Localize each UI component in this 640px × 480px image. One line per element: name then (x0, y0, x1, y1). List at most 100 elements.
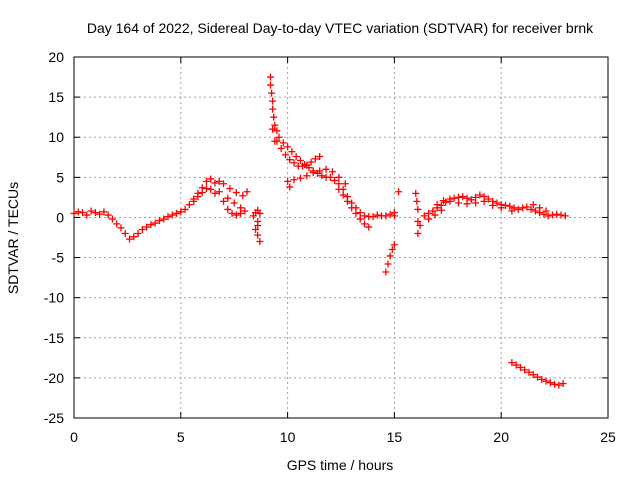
data-point-spike-9h (318, 172, 326, 180)
data-point-evening (561, 212, 569, 220)
data-point-evening (446, 197, 454, 205)
data-point-spike-9h (292, 152, 300, 160)
data-point-evening (440, 197, 448, 205)
y-tick-label: -20 (44, 370, 64, 386)
data-point-spike-9h (352, 209, 360, 217)
y-tick-label: 5 (56, 169, 64, 185)
data-point-segment-15h (395, 188, 403, 196)
data-point-spike-9h (360, 220, 368, 228)
data-point-evening (420, 212, 428, 220)
data-point-spike-9h (382, 212, 390, 220)
x-tick-label: 20 (493, 429, 509, 445)
data-point-spike-9h (343, 197, 351, 205)
data-point-main (207, 185, 215, 193)
data-point-spike-9h (269, 97, 277, 105)
data-point-segment-15h (384, 260, 392, 268)
y-tick-label: 10 (48, 129, 64, 145)
data-point-evening (431, 211, 439, 219)
data-point-segment-8h (256, 238, 264, 246)
data-point-spike-9h (303, 172, 311, 180)
data-point-main (239, 192, 247, 200)
x-tick-label: 25 (600, 429, 616, 445)
data-point-evening (536, 204, 544, 212)
data-point-spike-9h (326, 173, 334, 181)
data-point-spike-9h (267, 73, 275, 81)
data-point-evening (523, 203, 531, 211)
data-point-spike-9h (296, 156, 304, 164)
data-point-spike-9h (281, 151, 289, 159)
x-tick-label: 10 (280, 429, 296, 445)
data-point-spike-9h (277, 144, 285, 152)
data-point-main (138, 225, 146, 233)
data-point-main (126, 235, 134, 243)
data-point-evening (463, 200, 471, 208)
data-point-main (177, 208, 185, 216)
data-points (70, 73, 569, 389)
data-point-evening (506, 202, 514, 210)
data-point-segment-15h (388, 246, 396, 254)
data-point-evening (454, 199, 462, 207)
data-point-main (215, 177, 223, 185)
data-point-evening (493, 199, 501, 207)
data-point-tail-21h (559, 380, 567, 388)
data-point-main (202, 177, 210, 185)
data-point-spike-9h (303, 161, 311, 169)
data-point-evening (412, 189, 420, 197)
data-point-evening (557, 211, 565, 219)
data-point-evening (414, 217, 422, 225)
data-point-tail-21h (538, 375, 546, 383)
data-point-spike-9h (311, 155, 319, 163)
data-point-spike-9h (271, 121, 279, 129)
data-point-tail-21h (529, 371, 537, 379)
data-point-spike-9h (328, 168, 336, 176)
data-point-segment-8h (252, 225, 260, 233)
data-point-segment-8h (256, 209, 264, 217)
data-point-evening (514, 205, 522, 213)
data-point-spike-9h (290, 159, 298, 167)
data-point-main (173, 209, 181, 217)
data-point-main (104, 211, 112, 219)
x-tick-label: 15 (387, 429, 403, 445)
data-point-spike-9h (269, 125, 277, 133)
data-point-spike-9h (348, 204, 356, 212)
data-point-main (87, 207, 95, 215)
data-point-spike-9h (307, 158, 315, 166)
data-point-evening (425, 215, 433, 223)
data-point-main (100, 208, 108, 216)
data-point-main (220, 180, 228, 188)
data-point-tail-21h (555, 381, 563, 389)
y-axis-ticks: 20 15 10 5 0 -5 -10 -15 -20 -25 (44, 49, 608, 426)
data-point-spike-9h (273, 127, 281, 135)
data-point-main (190, 197, 198, 205)
y-tick-label: -10 (44, 290, 64, 306)
data-point-spike-9h (270, 113, 278, 121)
data-point-tail-21h (551, 380, 559, 388)
data-point-main (232, 189, 240, 197)
data-point-main (230, 199, 238, 207)
data-point-main (202, 185, 210, 193)
x-axis-ticks: 0 5 10 15 20 25 (70, 57, 616, 445)
y-tick-label: 20 (48, 49, 64, 65)
data-point-main (224, 205, 232, 213)
data-point-main (211, 179, 219, 187)
x-tick-label: 0 (70, 429, 78, 445)
data-point-tail-21h (534, 373, 542, 381)
data-point-spike-9h (335, 173, 343, 181)
data-point-main (143, 223, 151, 231)
data-point-evening (467, 196, 475, 204)
data-point-evening (508, 207, 516, 215)
data-point-main (243, 188, 251, 196)
data-point-evening (416, 221, 424, 229)
data-point-main (108, 215, 116, 223)
data-point-evening (413, 197, 421, 205)
data-point-tail-21h (546, 379, 554, 387)
data-point-main (207, 175, 215, 183)
data-point-spike-9h (269, 105, 277, 113)
data-point-main (70, 209, 78, 217)
data-point-spike-9h (273, 137, 281, 145)
data-point-segment-8h (254, 221, 262, 229)
data-point-evening (414, 229, 422, 237)
data-point-segment-15h (390, 241, 398, 249)
data-point-main (91, 209, 99, 217)
